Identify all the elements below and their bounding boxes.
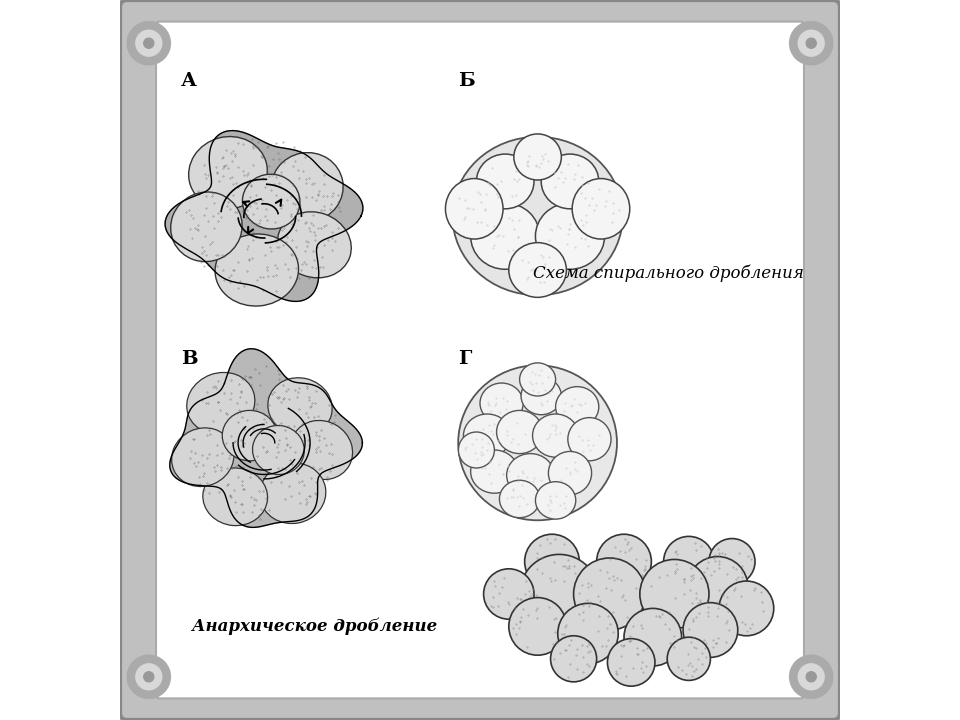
Text: В: В [181,350,198,368]
Circle shape [806,672,816,682]
Ellipse shape [470,203,540,269]
Ellipse shape [452,137,623,295]
Text: А: А [181,73,197,91]
Circle shape [663,536,714,587]
Polygon shape [170,348,362,527]
Ellipse shape [459,432,494,468]
Circle shape [708,539,755,585]
Ellipse shape [215,234,299,306]
Ellipse shape [541,154,599,209]
Circle shape [550,636,596,682]
Circle shape [624,608,682,666]
Ellipse shape [536,482,576,519]
Circle shape [687,557,748,617]
Text: Г: Г [459,350,471,368]
Ellipse shape [243,174,300,229]
Text: Анархическое дробление: Анархическое дробление [192,618,437,635]
Ellipse shape [514,134,562,180]
Ellipse shape [464,414,511,457]
Ellipse shape [507,454,554,497]
Circle shape [789,22,832,65]
Ellipse shape [172,428,234,487]
FancyBboxPatch shape [120,0,840,720]
Circle shape [144,672,154,682]
Ellipse shape [536,203,605,269]
Ellipse shape [480,383,523,423]
Ellipse shape [476,154,534,209]
Circle shape [608,639,655,686]
Ellipse shape [572,179,630,239]
Ellipse shape [252,426,304,474]
Circle shape [519,554,599,634]
Circle shape [596,534,651,589]
Text: Б: Б [459,73,475,91]
Circle shape [573,558,645,630]
Ellipse shape [260,463,325,523]
Ellipse shape [203,468,268,526]
Ellipse shape [186,372,255,434]
Circle shape [136,664,162,690]
Ellipse shape [519,363,556,396]
Ellipse shape [445,179,503,239]
Ellipse shape [499,480,540,518]
Circle shape [558,603,618,664]
Ellipse shape [272,153,343,222]
Circle shape [719,581,774,636]
FancyBboxPatch shape [156,22,804,698]
Circle shape [524,534,580,589]
Ellipse shape [556,387,599,427]
Ellipse shape [223,410,277,461]
Polygon shape [165,130,363,302]
Circle shape [639,559,708,629]
Circle shape [144,38,154,48]
Circle shape [789,655,832,698]
Circle shape [484,569,534,619]
Circle shape [798,664,824,690]
Circle shape [683,603,737,657]
Ellipse shape [458,365,617,521]
Circle shape [798,30,824,56]
Ellipse shape [268,378,332,436]
Circle shape [509,598,566,655]
Circle shape [667,637,710,680]
Circle shape [128,22,171,65]
Text: Схема спирального дробления: Схема спирального дробления [533,265,804,282]
Ellipse shape [188,137,268,209]
Circle shape [806,38,816,48]
Ellipse shape [521,377,562,415]
Circle shape [128,655,171,698]
Ellipse shape [291,420,352,480]
Ellipse shape [567,418,611,461]
Ellipse shape [533,414,579,457]
Ellipse shape [548,451,591,495]
Circle shape [136,30,162,56]
Ellipse shape [496,410,542,454]
Ellipse shape [171,192,242,261]
Ellipse shape [509,243,566,297]
Ellipse shape [470,450,518,493]
Ellipse shape [277,212,351,278]
